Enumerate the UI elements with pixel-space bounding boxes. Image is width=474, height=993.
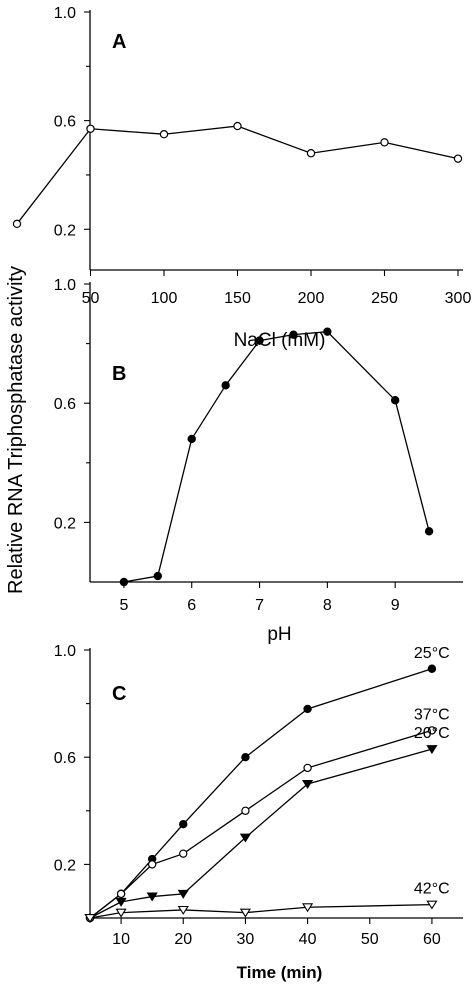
y-tick-label: 0.2 [54, 515, 76, 532]
x-axis-title: Time (min) [237, 963, 323, 982]
y-tick-label: 1.0 [54, 277, 76, 294]
series-label: 42°C [414, 881, 450, 898]
data-point-s2-4 [239, 833, 252, 843]
data-point-s0-1 [86, 124, 95, 133]
data-point-s0-5 [380, 138, 389, 147]
data-point-s0-7 [390, 396, 400, 405]
data-point-s1-4 [241, 806, 250, 816]
panel-B: 0.2 0.6 1.0 5 6 7 8 9 pH B [54, 277, 463, 645]
y-tick-label: 0.2 [54, 857, 76, 874]
data-point-s1-2 [147, 860, 157, 869]
data-point-s0-6 [427, 664, 437, 673]
series-label: 25°C [414, 645, 450, 662]
data-point-s1-6 [427, 726, 437, 735]
series-label: 20°C [414, 725, 450, 742]
x-axis-title: NaCl (mM) [234, 330, 326, 351]
panel-letter: A [112, 31, 126, 53]
data-point-s3-5 [426, 900, 438, 910]
data-point-s0-2 [187, 434, 196, 444]
data-point-s0-2 [159, 130, 169, 139]
data-point-s0-3 [233, 121, 242, 131]
x-tick-label: 8 [323, 597, 332, 614]
panel-letter: B [112, 363, 126, 385]
series-line-3 [89, 903, 432, 919]
data-point-s0-5 [289, 330, 298, 339]
series-line-0 [123, 331, 430, 583]
x-tick-label: 150 [224, 290, 251, 307]
x-tick-label: 20 [174, 931, 192, 948]
series-label: 37°C [414, 706, 450, 723]
x-axis-title: pH [267, 624, 291, 645]
data-point-s3-3 [239, 908, 252, 918]
data-point-s2-3 [177, 889, 189, 899]
data-point-s0-0 [119, 577, 129, 587]
y-tick-label: 0.6 [54, 396, 76, 413]
data-point-s2-1 [115, 897, 127, 907]
data-point-s2-5 [301, 779, 314, 789]
data-point-s0-5 [303, 704, 312, 714]
series-line-0 [16, 125, 459, 225]
x-tick-label: 30 [237, 931, 255, 948]
data-point-s2-6 [426, 745, 438, 755]
y-tick-label: 1.0 [54, 643, 76, 660]
data-point-s0-4 [241, 753, 250, 762]
x-tick-label: 5 [119, 597, 128, 614]
data-point-s3-0 [84, 913, 96, 923]
data-point-s0-4 [255, 336, 264, 345]
x-tick-label: 6 [187, 597, 196, 614]
data-point-s0-6 [453, 154, 463, 163]
x-tick-label: 250 [371, 290, 398, 307]
data-point-s3-4 [301, 903, 314, 913]
panel-A: 0.20.61.050100150200250300NaCl (mM)A [12, 5, 472, 351]
x-tick-label: 100 [151, 290, 178, 307]
series-line-2 [89, 748, 433, 919]
x-tick-label: 9 [391, 597, 400, 614]
data-point-s0-6 [323, 327, 332, 336]
y-tick-label: 1.0 [54, 5, 76, 22]
x-tick-label: 40 [299, 931, 317, 948]
y-tick-label: 0.6 [54, 114, 76, 131]
data-point-s1-1 [116, 889, 126, 899]
data-point-s0-3 [179, 820, 188, 829]
x-tick-label: 7 [255, 597, 264, 614]
data-point-s0-8 [424, 527, 434, 536]
series-line-0 [89, 668, 433, 919]
x-tick-label: 300 [445, 290, 472, 307]
x-tick-label: 10 [112, 931, 130, 948]
y-axis-title: Relative RNA Triphosphatase activity [5, 266, 27, 594]
data-point-s0-1 [153, 571, 163, 581]
data-point-s1-5 [303, 763, 312, 773]
data-point-s3-1 [115, 908, 127, 918]
data-point-s0-0 [12, 219, 22, 229]
y-tick-label: 0.2 [54, 222, 76, 239]
data-point-s1-3 [179, 849, 188, 858]
panel-C: 0.2 0.6 1.0 10 20 30 40 50 60 Time (min) C 25°C 37°C… [54, 643, 463, 982]
data-point-s2-2 [146, 892, 158, 902]
y-tick-label: 0.6 [54, 750, 76, 767]
x-tick-label: 50 [361, 931, 379, 948]
panels: 0.20.61.050100150200250300NaCl (mM)A0.20… [12, 5, 472, 982]
x-tick-label: 200 [298, 290, 325, 307]
panel-letter: C [112, 683, 126, 705]
x-tick-label: 60 [423, 931, 441, 948]
data-point-s0-4 [306, 149, 316, 158]
data-point-s3-2 [177, 905, 189, 915]
data-point-s0-3 [221, 381, 230, 390]
